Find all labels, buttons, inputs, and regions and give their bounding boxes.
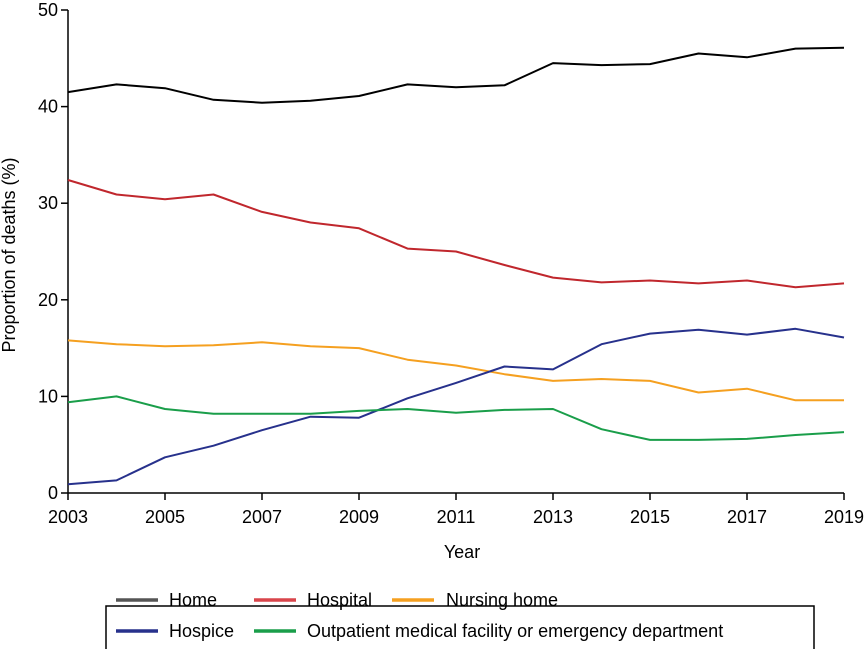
series-line-outpatient-medical-facility-or-emergency-department	[67, 395, 845, 441]
y-tick-label: 0	[48, 483, 58, 503]
legend-label-outpatient: Outpatient medical facility or emergency…	[307, 621, 723, 641]
legend: Home Hospital Nursing home Hospice Outpa…	[105, 590, 815, 649]
series-lines	[67, 46, 845, 486]
x-tick-label: 2019	[824, 507, 864, 527]
y-ticks: 0 10 20 30 40 50	[38, 0, 68, 503]
legend-label-hospice: Hospice	[169, 621, 234, 641]
legend-label-nursing-home: Nursing home	[446, 590, 558, 610]
series-line-nursing-home	[67, 339, 844, 402]
series-line-hospital	[67, 179, 845, 289]
legend-box	[105, 605, 815, 649]
series-line-hospice	[67, 327, 845, 486]
x-ticks: 2003 2005 2007 2009 2011 2013 2015 2017 2019	[48, 493, 864, 527]
y-tick-label: 10	[38, 386, 58, 406]
x-tick-label: 2015	[630, 507, 670, 527]
legend-label-home: Home	[169, 590, 217, 610]
y-axis-title: Proportion of deaths (%)	[0, 157, 19, 352]
x-tick-label: 2017	[727, 507, 767, 527]
x-tick-label: 2003	[48, 507, 88, 527]
y-tick-label: 30	[38, 193, 58, 213]
x-tick-label: 2013	[533, 507, 573, 527]
legend-label-hospital: Hospital	[307, 590, 372, 610]
y-tick-label: 40	[38, 97, 58, 117]
series-line-home	[67, 46, 845, 104]
x-tick-label: 2005	[145, 507, 185, 527]
x-axis-title: Year	[444, 542, 480, 562]
y-tick-label: 20	[38, 290, 58, 310]
x-tick-label: 2011	[437, 507, 476, 527]
x-tick-label: 2009	[339, 507, 379, 527]
y-tick-label: 50	[38, 0, 58, 20]
x-tick-label: 2007	[242, 507, 282, 527]
